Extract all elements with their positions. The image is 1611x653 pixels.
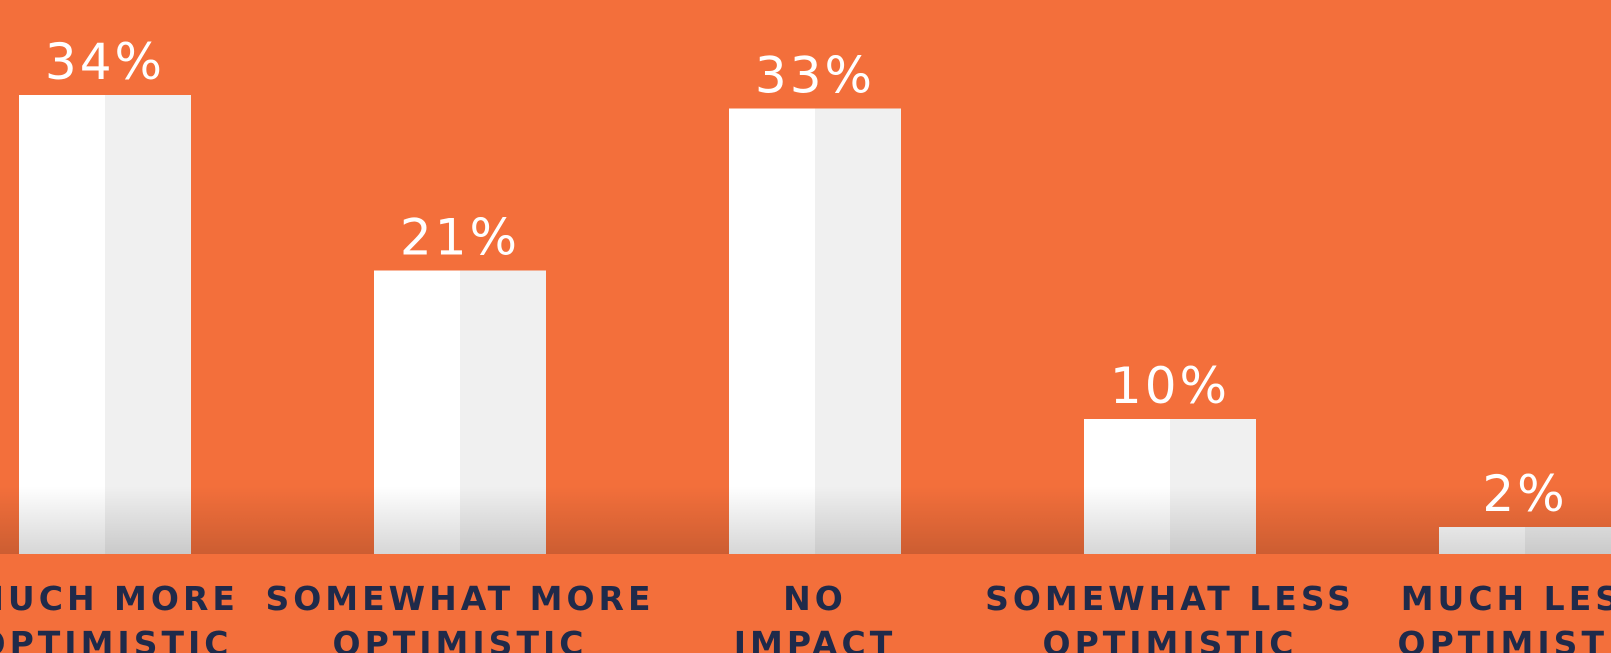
- bar-value-label: 21%: [400, 209, 520, 267]
- bar-value-label: 34%: [45, 33, 165, 91]
- category-label: MUCH MORE: [0, 579, 239, 618]
- bar: [729, 108, 901, 554]
- bar-value-label: 10%: [1110, 357, 1230, 415]
- category-label: MUCH LESS: [1401, 579, 1611, 618]
- bar-value-label: 2%: [1482, 465, 1567, 523]
- baseline-shadow: [0, 486, 1611, 554]
- bar-right-face: [815, 108, 901, 554]
- category-label: IMPACT: [734, 624, 897, 653]
- bar-right-face: [105, 95, 191, 554]
- category-label: OPTIMISTIC: [333, 624, 588, 653]
- category-label: OPTIMISTIC: [1398, 624, 1611, 653]
- category-label: NO: [783, 579, 847, 618]
- bar-left-face: [729, 108, 815, 554]
- category-label: OPTIMISTIC: [1043, 624, 1298, 653]
- category-label: SOMEWHAT MORE: [265, 579, 654, 618]
- category-label: OPTIMISTIC: [0, 624, 232, 653]
- category-label: SOMEWHAT LESS: [985, 579, 1355, 618]
- labels-layer: 34% MUCH MORE OPTIMISTIC 21% SOMEWHAT MORE OP…: [0, 33, 1611, 653]
- bar-left-face: [19, 95, 105, 554]
- bar-value-label: 33%: [755, 47, 875, 105]
- bar: [19, 95, 191, 554]
